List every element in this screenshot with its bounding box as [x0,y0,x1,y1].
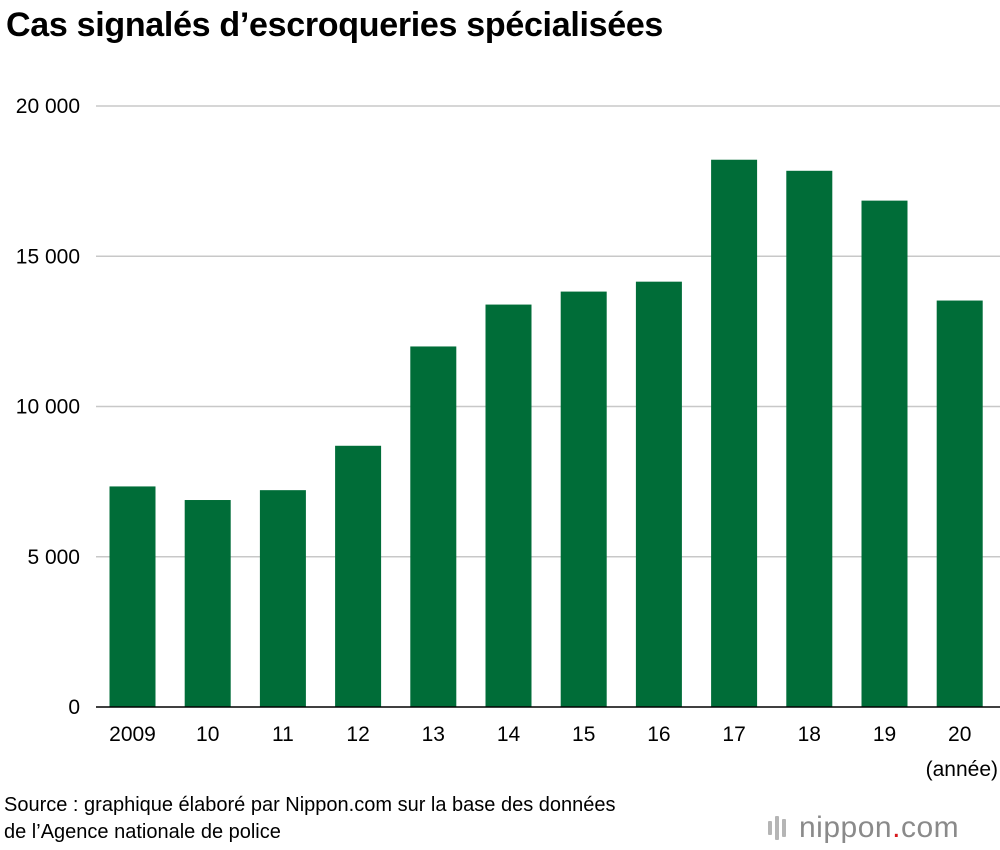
source-note: Source : graphique élaboré par Nippon.co… [4,792,784,846]
x-tick-label: 20 [948,723,971,746]
bar-20 [936,300,983,707]
x-tick-label: 16 [647,723,670,746]
x-axis-unit-label: (année) [926,758,998,781]
y-tick-label: 5 000 [27,546,80,569]
logo-name: nippon [799,811,893,844]
bar-16 [635,281,682,707]
bar-18 [786,170,833,708]
logo-tld: com [900,811,960,844]
source-line-2: de l’Agence nationale de police [4,821,281,843]
x-tick-label: 11 [272,723,294,746]
y-tick-label: 10 000 [16,396,80,419]
x-tick-label: 17 [722,723,745,746]
bar-13 [410,346,457,707]
gridlines [96,105,1000,558]
x-tick-label: 10 [196,723,219,746]
bar-10 [184,500,231,707]
x-tick-label: 19 [873,723,896,746]
x-axis-tick-labels: 2009 10 11 12 13 14 15 16 17 18 19 20 [109,723,971,746]
y-tick-label: 15 000 [16,245,80,268]
bar-2009 [109,486,156,707]
logo-dot: . [892,811,901,844]
y-axis-tick-labels: 0 5 000 10 000 15 000 20 000 [16,95,80,719]
y-tick-label: 20 000 [16,95,80,118]
x-tick-label: 13 [422,723,445,746]
x-tick-label: 12 [346,723,369,746]
bar-15 [560,291,607,707]
bar-11 [259,490,306,707]
nippon-bars-icon [768,816,789,840]
bar-12 [335,445,382,707]
bar-17 [711,159,758,708]
chart-title: Cas signalés d’escroqueries spécialisées [6,6,664,44]
x-tick-label: 18 [798,723,821,746]
x-tick-label: 15 [572,723,595,746]
x-tick-label: 2009 [109,723,156,746]
x-tick-label: 14 [497,723,521,746]
bars [109,159,983,708]
source-line-1: Source : graphique élaboré par Nippon.co… [4,794,616,816]
bar-14 [485,304,532,707]
bar-chart: 0 5 000 10 000 15 000 20 000 2009 10 11 12 13 14 1… [16,95,1000,781]
bar-19 [861,200,908,708]
nippon-logo: nippon.com [768,808,959,848]
y-tick-label: 0 [68,696,80,719]
